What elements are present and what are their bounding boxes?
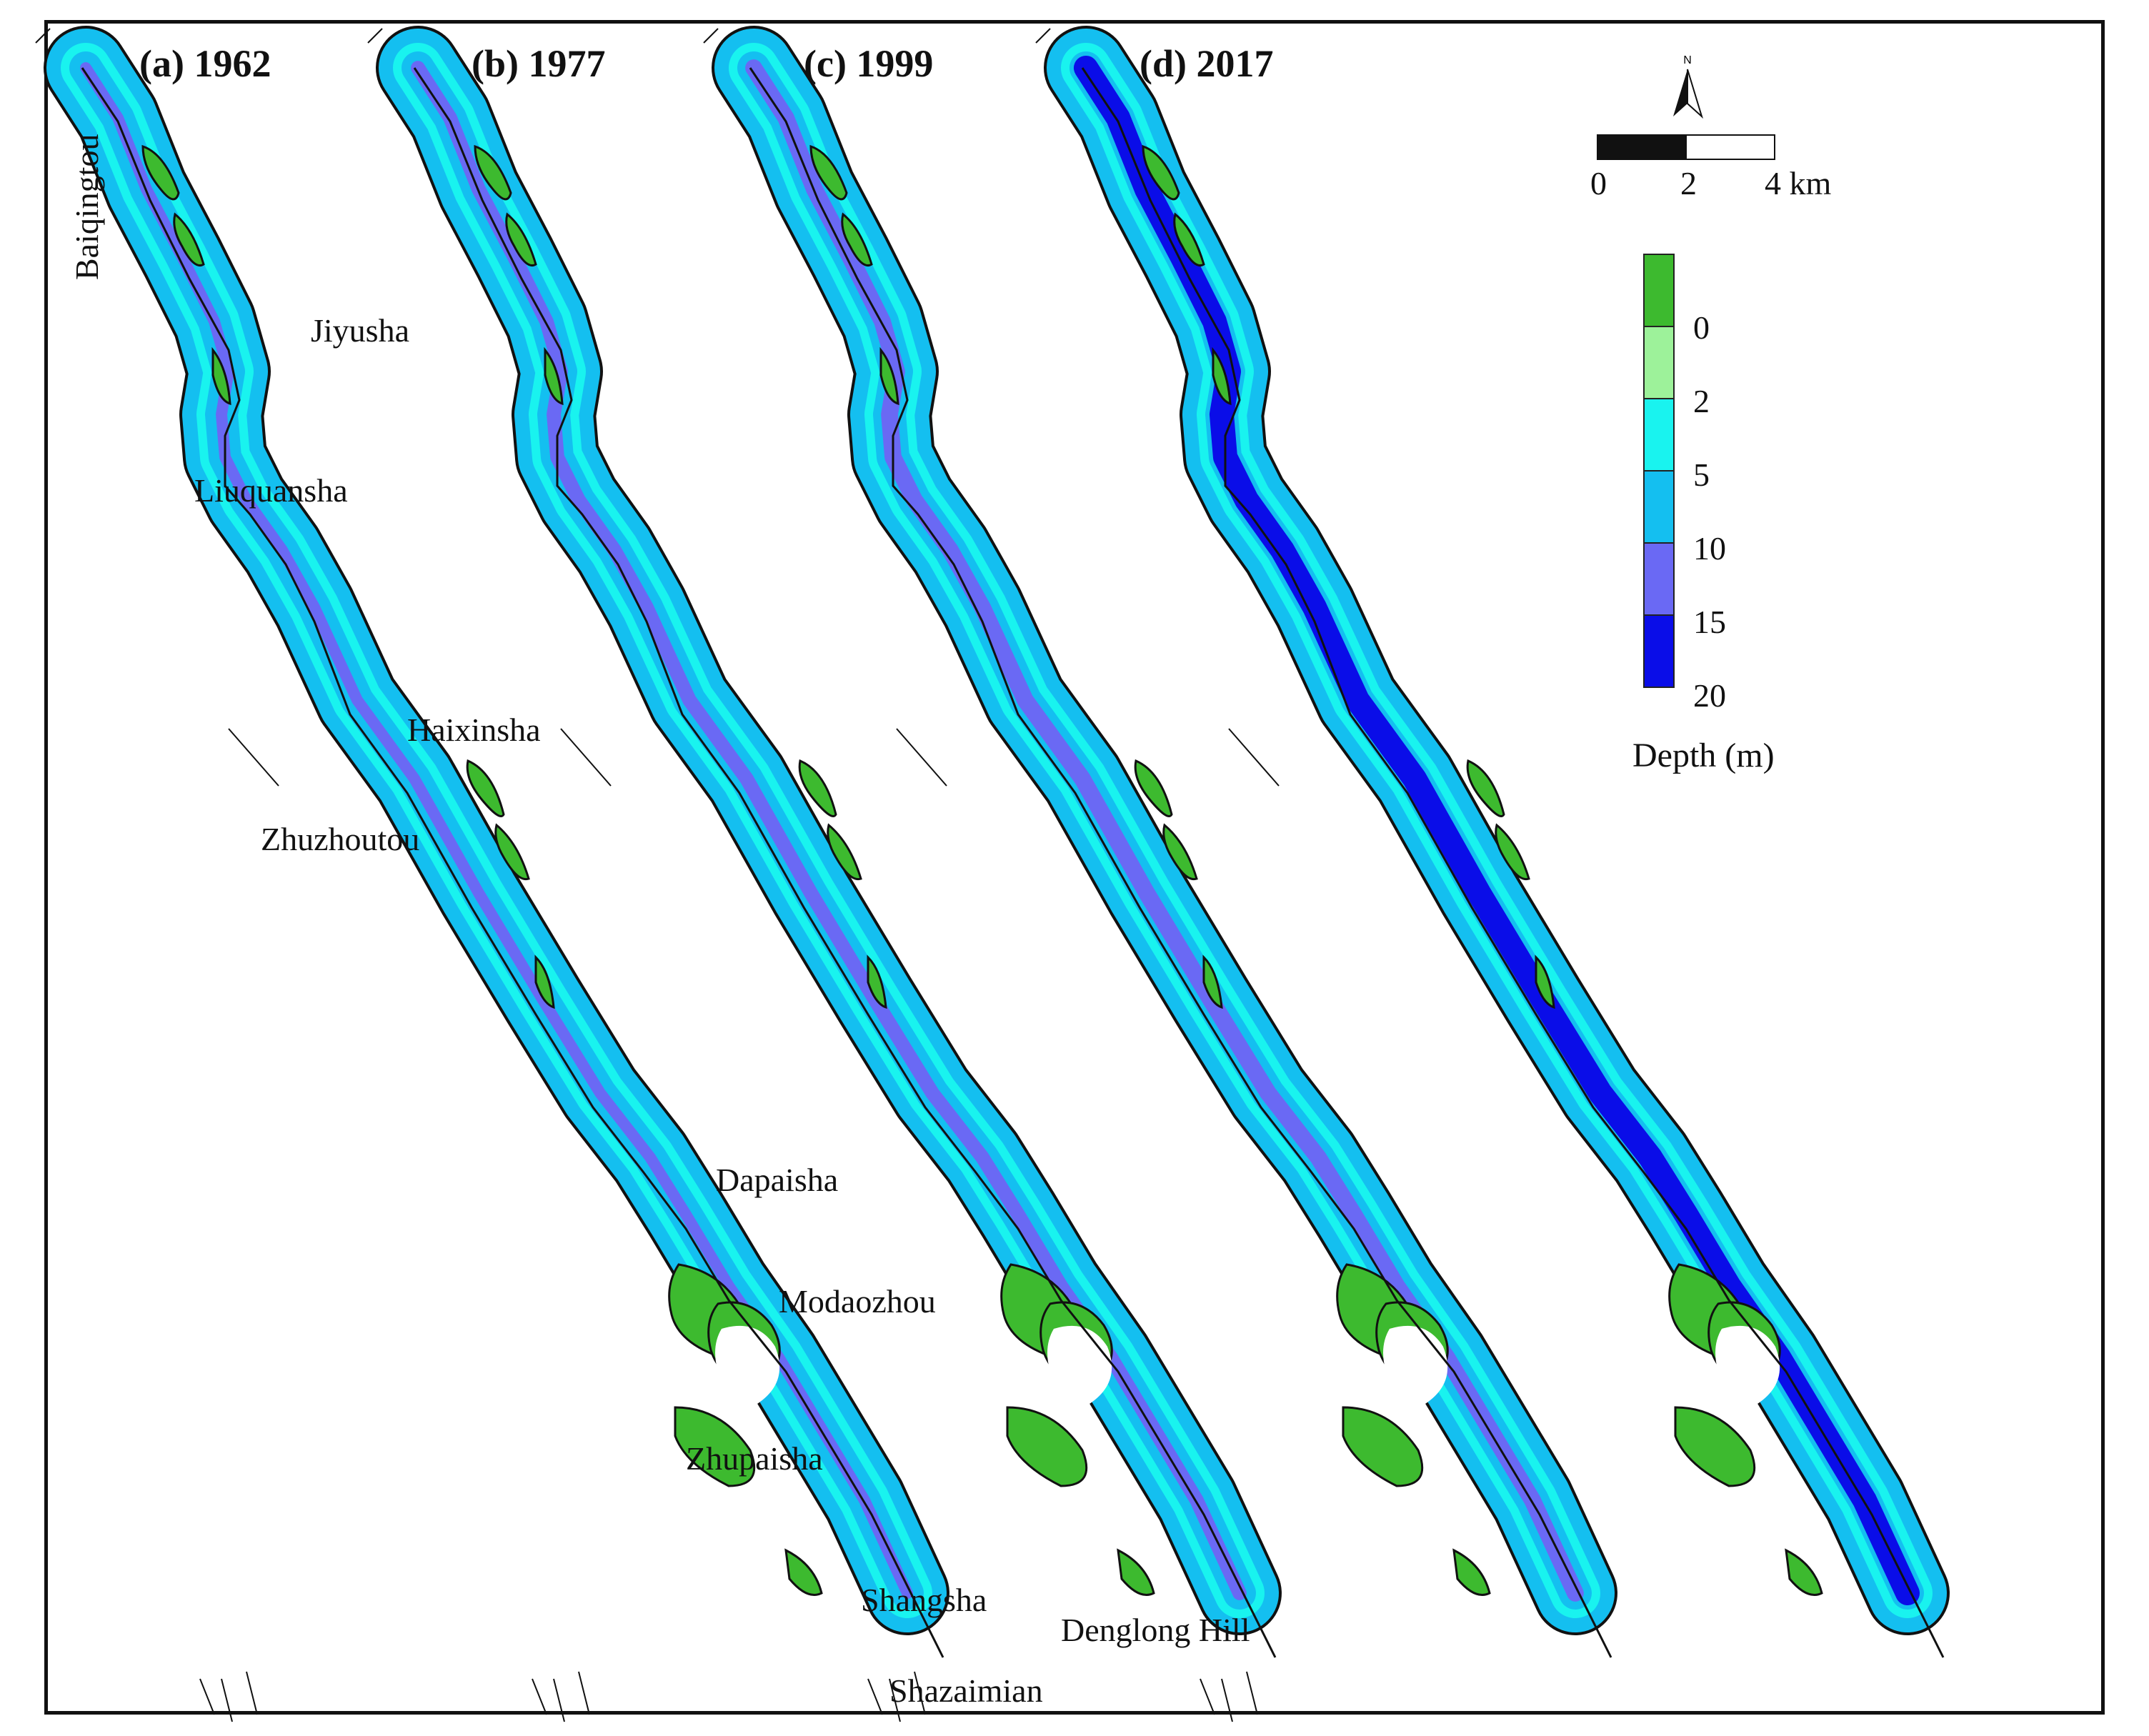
river-panel	[34, 26, 949, 1723]
island	[1785, 1548, 1823, 1596]
scale-tick-4: 4 km	[1765, 165, 1832, 201]
sand-bar	[211, 346, 231, 406]
land-area	[715, 1325, 780, 1404]
island	[1117, 1548, 1155, 1596]
river-panel	[702, 26, 1617, 1723]
scale-bar	[1597, 134, 1775, 160]
place-dapaisha: Dapaisha	[716, 1162, 839, 1198]
figure-frame	[44, 20, 2105, 1715]
place-denglong-hill: Denglong Hill	[1061, 1612, 1250, 1648]
place-shangsha: Shangsha	[861, 1582, 987, 1618]
island	[798, 759, 837, 817]
place-zhupaisha: Zhupaisha	[686, 1440, 823, 1477]
river-panel	[1034, 26, 1950, 1723]
island	[534, 954, 555, 1009]
legend-swatch-0	[1643, 254, 1675, 327]
sand-bar	[841, 212, 873, 266]
legend-swatch-5	[1643, 614, 1675, 688]
sand-bar	[1142, 144, 1180, 201]
place-jiyusha: Jiyusha	[311, 312, 409, 349]
island	[784, 1548, 823, 1596]
island	[1202, 954, 1223, 1009]
island	[1006, 1406, 1088, 1487]
scale-tick-2: 2	[1680, 165, 1697, 201]
land-area	[1383, 1325, 1448, 1404]
sand-bar	[505, 212, 537, 266]
island	[867, 954, 887, 1009]
place-shazaimian: Shazaimian	[889, 1672, 1043, 1709]
sand-bar	[474, 144, 512, 201]
panel-title-d: (d) 2017	[1140, 42, 1274, 85]
legend-label-1: 2	[1693, 383, 1710, 419]
legend-label-0: 0	[1693, 309, 1710, 346]
legend-label-3: 10	[1693, 530, 1726, 567]
panel-title-b: (b) 1977	[472, 42, 606, 85]
panel-title-a: (a) 1962	[139, 42, 271, 85]
legend-swatch-4	[1643, 542, 1675, 616]
island	[1134, 759, 1173, 817]
island	[1495, 823, 1530, 881]
legend-swatch-3	[1643, 470, 1675, 544]
place-baiqingtou: Baiqingtou	[69, 134, 105, 280]
island	[466, 759, 505, 817]
north-label: N	[1683, 54, 1692, 66]
island	[1162, 823, 1198, 881]
island	[827, 823, 862, 881]
land-area	[1715, 1325, 1780, 1404]
depth-legend	[1643, 254, 1686, 688]
north-arrow-icon: N	[1673, 54, 1703, 119]
scale-tick-0: 0	[1590, 165, 1607, 201]
place-modaozhou: Modaozhou	[779, 1283, 936, 1320]
island	[674, 1406, 756, 1487]
island	[1452, 1548, 1491, 1596]
sand-bar	[809, 144, 848, 201]
panel-title-c: (c) 1999	[804, 42, 934, 85]
sand-bar	[879, 346, 899, 406]
sand-bar	[1212, 346, 1232, 406]
legend-label-5: 20	[1693, 677, 1726, 714]
sand-bar	[141, 144, 180, 201]
island	[1342, 1406, 1424, 1487]
island	[1674, 1406, 1756, 1487]
sand-bar	[173, 212, 205, 266]
legend-swatch-1	[1643, 326, 1675, 399]
legend-label-4: 15	[1693, 604, 1726, 640]
island	[1535, 954, 1555, 1009]
place-zhuzhoutou: Zhuzhoutou	[261, 821, 420, 857]
island	[1466, 759, 1505, 817]
legend-title: Depth (m)	[1632, 737, 1775, 774]
sand-bar	[544, 346, 564, 406]
legend-label-2: 5	[1693, 457, 1710, 493]
island	[494, 823, 530, 881]
land-area	[1047, 1325, 1112, 1404]
place-haixinsha: Haixinsha	[407, 712, 541, 748]
legend-swatch-2	[1643, 398, 1675, 472]
place-liuquansha: Liuquansha	[194, 472, 348, 509]
sand-bar	[1173, 212, 1205, 266]
river-panel	[367, 26, 1282, 1723]
